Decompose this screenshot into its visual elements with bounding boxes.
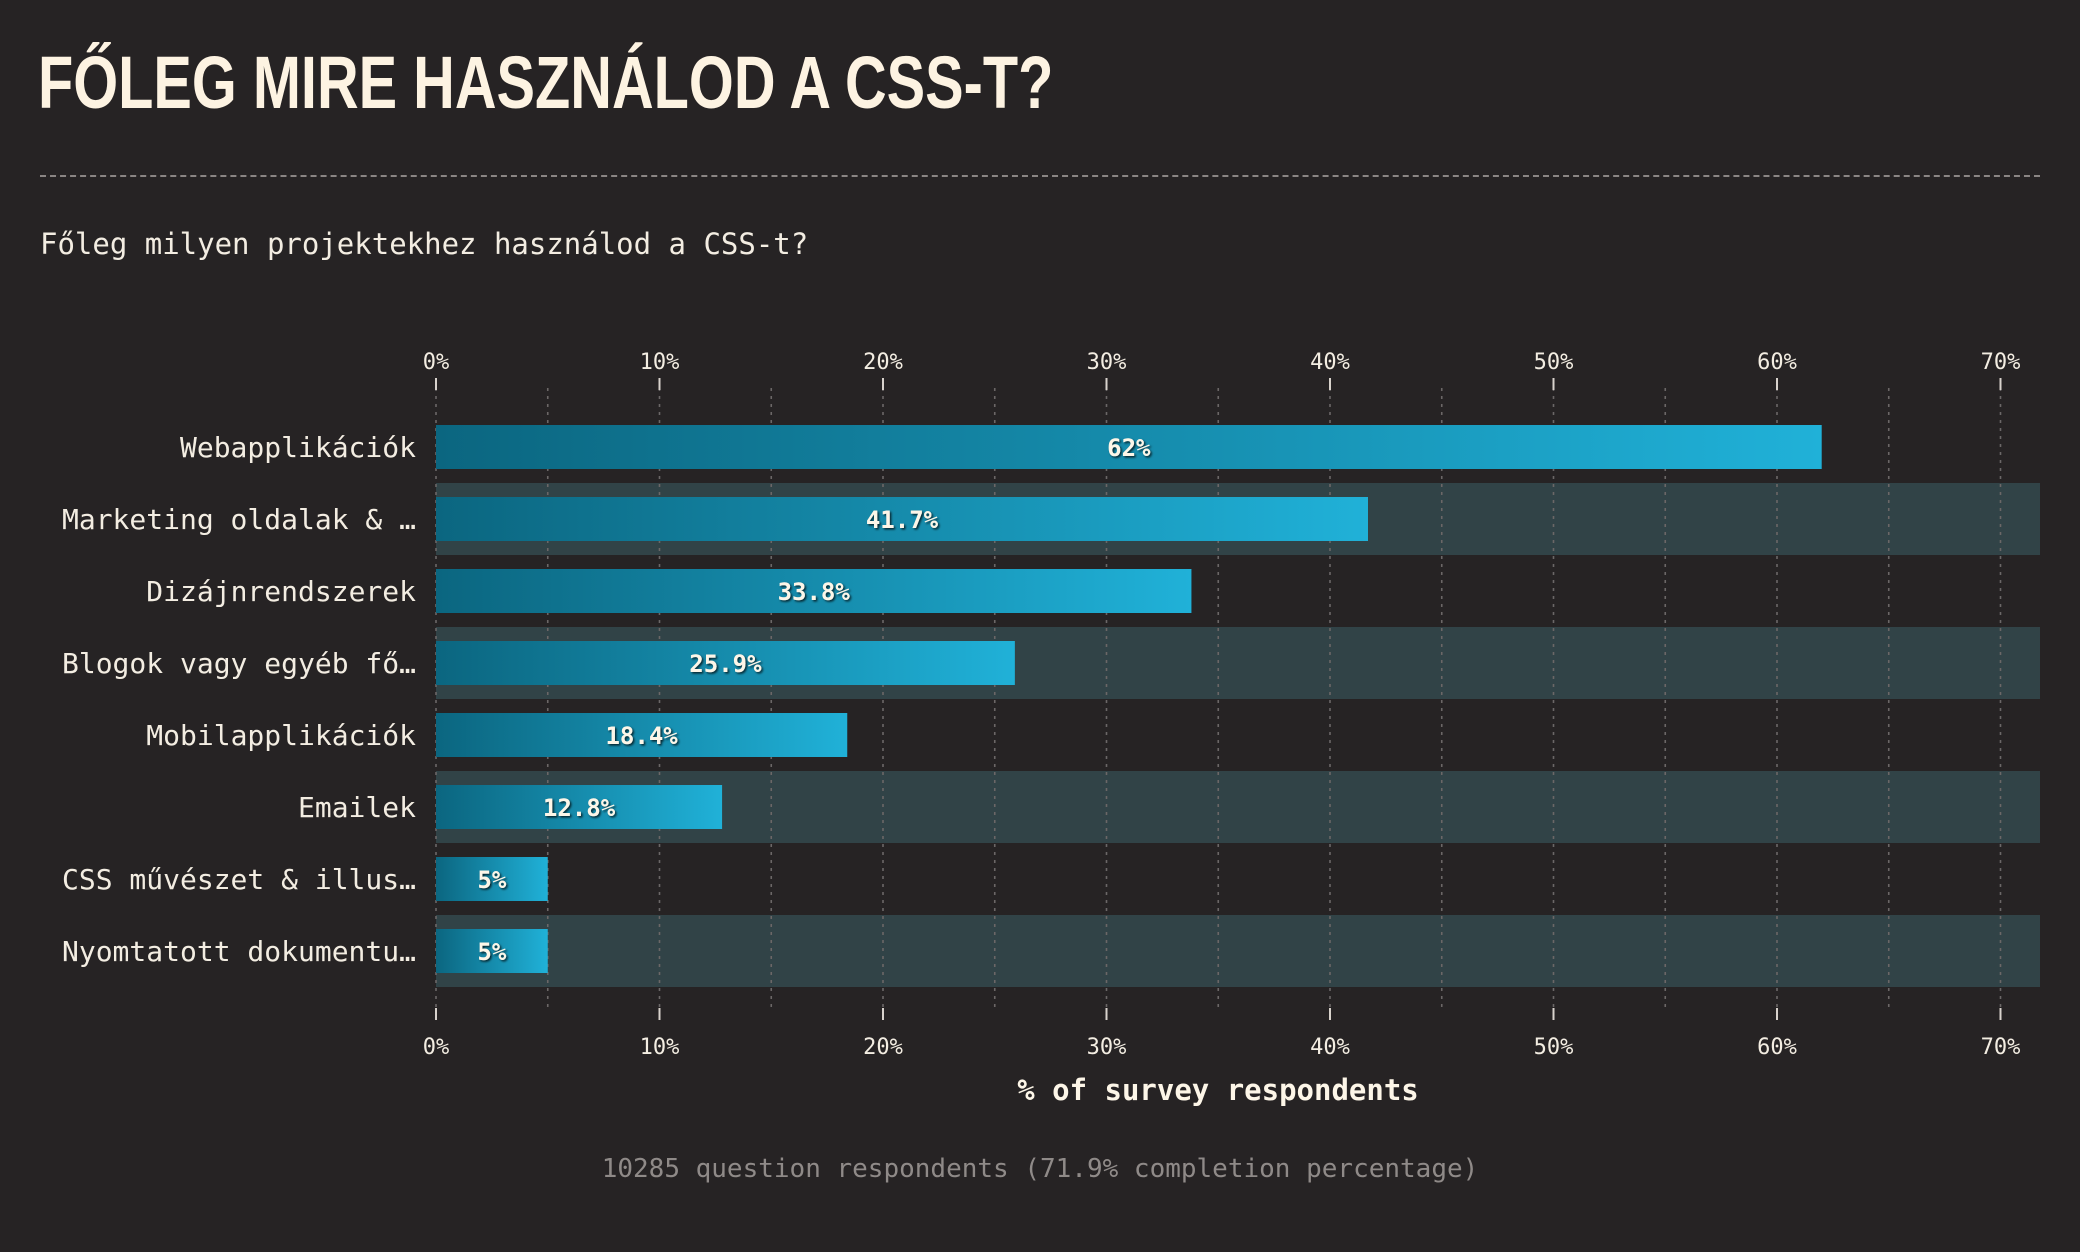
bar (436, 641, 1015, 685)
bar (436, 713, 848, 757)
bar-value-label: 62% (1107, 434, 1151, 462)
respondents-note: 10285 question respondents (71.9% comple… (601, 1154, 1479, 1184)
row-band (436, 915, 2040, 987)
category-label: Webapplikációk (180, 431, 416, 464)
top-axis-tick-label: 20% (863, 350, 903, 375)
top-axis-tick-label: 40% (1310, 350, 1350, 375)
bar-value-label: 5% (477, 938, 506, 966)
bar-value-label: 18.4% (605, 722, 678, 750)
bars: 62% 41.7% 33.8% 25.9% 18.4% 12.8% 5% 5% (436, 425, 1822, 973)
bar (436, 857, 548, 901)
bar-value-label: 12.8% (543, 794, 616, 822)
category-label: Nyomtatott dokumentu… (62, 935, 416, 968)
bottom-axis-tick-label: 0% (423, 1035, 450, 1060)
category-label: Blogok vagy egyéb fő… (62, 647, 416, 680)
x-axis-title: % of survey respondents (1017, 1073, 1419, 1107)
category-labels: Webapplikációk Marketing oldalak & … Dizáj… (62, 431, 416, 968)
bottom-axis-tick-label: 30% (1087, 1035, 1127, 1060)
bar (436, 569, 1192, 613)
top-axis-tick-label: 30% (1087, 350, 1127, 375)
bar-value-label: 5% (477, 866, 506, 894)
bottom-axis-tick-label: 60% (1757, 1035, 1797, 1060)
bottom-axis-tick-label: 40% (1310, 1035, 1350, 1060)
bottom-axis-tick-label: 10% (640, 1035, 680, 1060)
title-divider (40, 175, 2040, 177)
bottom-axis-tick-label: 70% (1981, 1035, 2021, 1060)
category-label: Mobilapplikációk (146, 719, 416, 752)
bar (436, 929, 548, 973)
bottom-x-axis: 0% 10% 20% 30% 40% 50% 60% 70% (423, 1008, 2021, 1060)
bar (436, 785, 723, 829)
top-axis-tick-label: 60% (1757, 350, 1797, 375)
category-label: Marketing oldalak & … (62, 503, 416, 536)
bar (436, 497, 1368, 541)
bar-value-label: 33.8% (778, 578, 851, 606)
top-axis-tick-label: 10% (640, 350, 680, 375)
page-title: FŐLEG MIRE HASZNÁLOD A CSS-T? (38, 41, 1054, 124)
bottom-axis-tick-label: 20% (863, 1035, 903, 1060)
category-label: Dizájnrendszerek (146, 575, 416, 608)
top-axis-tick-label: 50% (1534, 350, 1574, 375)
top-axis-tick-label: 0% (423, 350, 450, 375)
category-label: Emailek (298, 791, 416, 824)
bar-value-label: 41.7% (866, 506, 939, 534)
bar-chart: 62% 41.7% 33.8% 25.9% 18.4% 12.8% 5% 5% 0% 10% 20… (62, 350, 2040, 1107)
bottom-axis-tick-label: 50% (1534, 1035, 1574, 1060)
top-axis-tick-label: 70% (1981, 350, 2021, 375)
chart-question: Főleg milyen projektekhez használod a CS… (40, 227, 809, 261)
bar (436, 425, 1822, 469)
category-label: CSS művészet & illus… (62, 863, 416, 896)
bar-value-label: 25.9% (689, 650, 762, 678)
top-x-axis: 0% 10% 20% 30% 40% 50% 60% 70% (423, 350, 2021, 390)
